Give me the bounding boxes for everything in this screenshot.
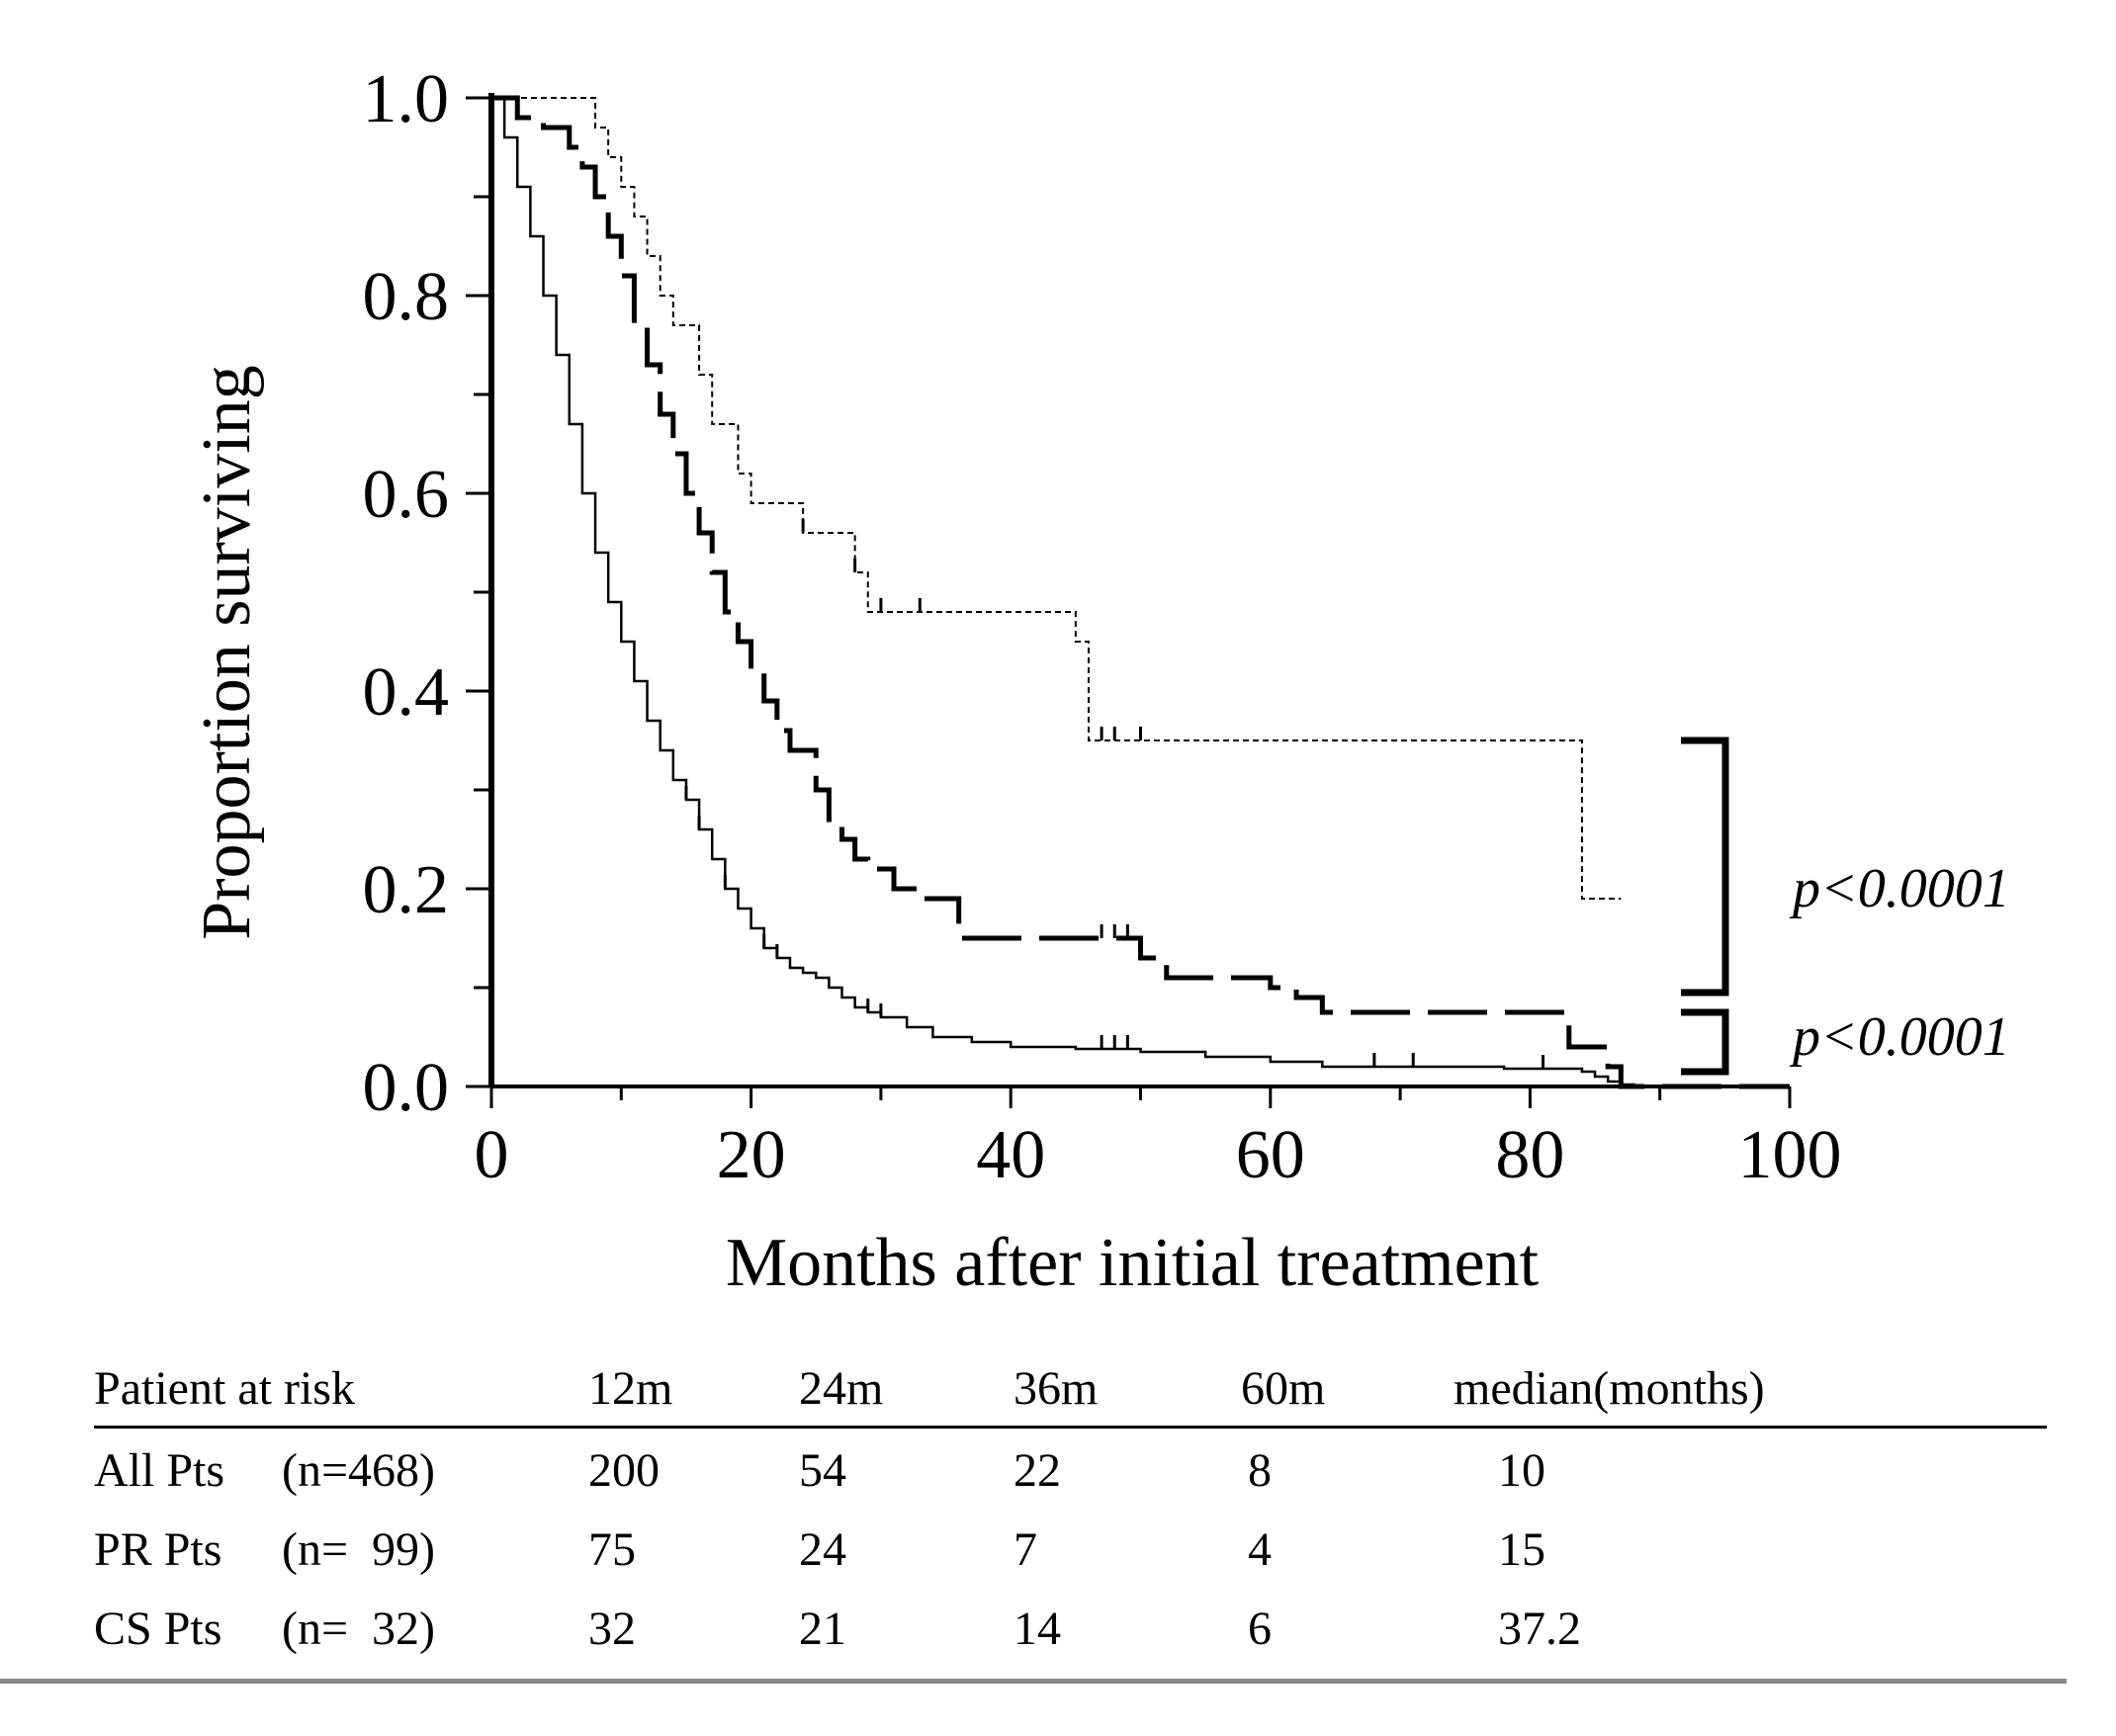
- table-row-cs-60m: 6: [1248, 1603, 1272, 1655]
- x-tick-label: 40: [976, 1117, 1045, 1193]
- y-tick-label: 0.8: [363, 259, 450, 335]
- table-row-all-median: 10: [1498, 1444, 1545, 1497]
- p-value-label: p<0.0001: [1789, 858, 2010, 919]
- survival-chart: 0.00.20.40.60.81.00 20 40 60 80 100 p<0.0001p…: [189, 61, 2010, 1301]
- table-header-rule: [94, 1426, 2047, 1429]
- table-row-pr-median: 15: [1498, 1523, 1545, 1576]
- y-axis-title: Proportion surviving: [189, 365, 265, 939]
- table-row-all-12m: 200: [588, 1444, 660, 1497]
- censor-marks: [684, 519, 1545, 1069]
- comparison-brackets: p<0.0001 p<0.0001: [1681, 737, 2010, 1076]
- table-row-pr-n: (n= 99): [282, 1523, 436, 1576]
- series-line-cs-pts: [491, 97, 1622, 900]
- y-tick-label: 0.4: [363, 654, 450, 731]
- x-tick-label: 20: [717, 1117, 786, 1193]
- table-row-cs-n: (n= 32): [282, 1603, 436, 1655]
- x-axis-title: Months after initial treatment: [726, 1225, 1540, 1301]
- table-header-24m: 24m: [799, 1362, 884, 1415]
- table-row-cs-group: CS Pts: [94, 1603, 222, 1655]
- table-row-pr-60m: 4: [1248, 1523, 1272, 1576]
- series-layer: [491, 95, 1790, 1089]
- comparison-bracket: [1681, 737, 1729, 997]
- table-header-median: median(months): [1454, 1362, 1765, 1415]
- y-tick-label: 1.0: [363, 61, 450, 137]
- table-row-pr-24m: 24: [799, 1523, 846, 1576]
- table-row-all-n: (n=468): [282, 1444, 436, 1497]
- table-row-all-group: All Pts: [94, 1444, 225, 1497]
- y-tick-label: 0.2: [363, 852, 450, 928]
- table-row-pr-group: PR Pts: [94, 1523, 222, 1576]
- x-tick-label: 60: [1236, 1117, 1305, 1193]
- table-row-cs-24m: 21: [799, 1603, 846, 1655]
- x-tick-label: 100: [1738, 1117, 1842, 1193]
- comparison-bracket: [1681, 1008, 1729, 1076]
- table-row-all-24m: 54: [799, 1444, 846, 1497]
- table-header-60m: 60m: [1241, 1362, 1326, 1415]
- x-tick-label: 0: [475, 1117, 509, 1193]
- table-row-pr-12m: 75: [588, 1523, 636, 1576]
- table-row-pr-36m: 7: [1014, 1523, 1037, 1576]
- x-tick-label: 80: [1495, 1117, 1564, 1193]
- table-row-all-36m: 22: [1014, 1444, 1061, 1497]
- y-tick-label: 0.6: [363, 457, 450, 533]
- table-header-12m: 12m: [588, 1362, 673, 1415]
- table-header-label: Patient at risk: [94, 1362, 355, 1415]
- axes: 0.0 0.2 0.4 0.6 0.8 1.0 0 20 40 60 80 100: [363, 61, 1842, 1193]
- table-bottom-rule: [0, 1679, 2067, 1684]
- series-line-pr-pts: [491, 95, 1790, 1089]
- p-value-label: p<0.0001: [1789, 1006, 2010, 1068]
- y-tick-label: 0.0: [363, 1050, 450, 1126]
- table-header-36m: 36m: [1014, 1362, 1099, 1415]
- table-row-cs-12m: 32: [588, 1603, 636, 1655]
- table-row-cs-median: 37.2: [1498, 1603, 1581, 1655]
- table-row-all-60m: 8: [1248, 1444, 1272, 1497]
- series-line-all-pts: [491, 96, 1790, 1088]
- table-row-cs-36m: 14: [1014, 1603, 1061, 1655]
